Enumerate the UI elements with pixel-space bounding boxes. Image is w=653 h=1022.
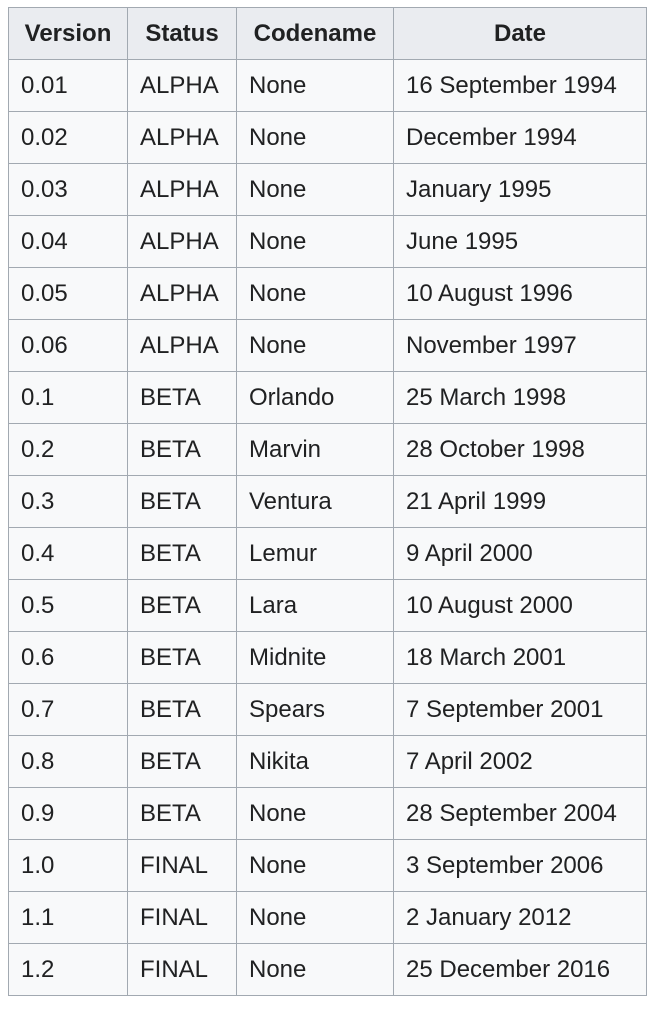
version-cell: 0.02 [8, 111, 128, 164]
codename-cell: None [236, 319, 394, 372]
table-row: 0.2 BETA Marvin 28 October 1998 [8, 423, 647, 476]
codename-cell: None [236, 891, 394, 944]
codename-cell: Lara [236, 579, 394, 632]
status-cell: ALPHA [127, 111, 237, 164]
date-cell: 7 September 2001 [393, 683, 647, 736]
codename-cell: Ventura [236, 475, 394, 528]
date-cell: June 1995 [393, 215, 647, 268]
status-cell: BETA [127, 527, 237, 580]
status-cell: BETA [127, 683, 237, 736]
status-cell: ALPHA [127, 163, 237, 216]
codename-cell: None [236, 943, 394, 996]
version-cell: 0.9 [8, 787, 128, 840]
codename-cell: Midnite [236, 631, 394, 684]
date-cell: 21 April 1999 [393, 475, 647, 528]
version-cell: 0.05 [8, 267, 128, 320]
table-container: Version Status Codename Date 0.01 ALPHA No… [8, 7, 647, 996]
status-cell: BETA [127, 423, 237, 476]
date-cell: January 1995 [393, 163, 647, 216]
status-cell: BETA [127, 631, 237, 684]
version-cell: 0.8 [8, 735, 128, 788]
table-row: 0.9 BETA None 28 September 2004 [8, 787, 647, 840]
table-row: 1.2 FINAL None 25 December 2016 [8, 943, 647, 996]
table-row: 0.1 BETA Orlando 25 March 1998 [8, 371, 647, 424]
status-cell: BETA [127, 371, 237, 424]
header-codename: Codename [236, 7, 394, 60]
status-cell: BETA [127, 579, 237, 632]
date-cell: 18 March 2001 [393, 631, 647, 684]
status-cell: ALPHA [127, 267, 237, 320]
date-cell: 3 September 2006 [393, 839, 647, 892]
version-cell: 0.01 [8, 59, 128, 112]
version-cell: 1.1 [8, 891, 128, 944]
header-date: Date [393, 7, 647, 60]
version-cell: 0.03 [8, 163, 128, 216]
version-cell: 0.2 [8, 423, 128, 476]
table-row: 0.4 BETA Lemur 9 April 2000 [8, 527, 647, 580]
codename-cell: Orlando [236, 371, 394, 424]
status-cell: ALPHA [127, 215, 237, 268]
status-cell: BETA [127, 475, 237, 528]
date-cell: 25 March 1998 [393, 371, 647, 424]
header-version: Version [8, 7, 128, 60]
table-row: 0.06 ALPHA None November 1997 [8, 319, 647, 372]
codename-cell: None [236, 787, 394, 840]
table-row: 1.0 FINAL None 3 September 2006 [8, 839, 647, 892]
date-cell: 25 December 2016 [393, 943, 647, 996]
date-cell: 28 October 1998 [393, 423, 647, 476]
version-cell: 0.06 [8, 319, 128, 372]
table-row: 0.8 BETA Nikita 7 April 2002 [8, 735, 647, 788]
table-row: 0.3 BETA Ventura 21 April 1999 [8, 475, 647, 528]
table-row: 0.05 ALPHA None 10 August 1996 [8, 267, 647, 320]
version-cell: 1.0 [8, 839, 128, 892]
table-row: 0.02 ALPHA None December 1994 [8, 111, 647, 164]
codename-cell: Spears [236, 683, 394, 736]
date-cell: 9 April 2000 [393, 527, 647, 580]
table-row: 0.6 BETA Midnite 18 March 2001 [8, 631, 647, 684]
header-status: Status [127, 7, 237, 60]
table-row: 0.04 ALPHA None June 1995 [8, 215, 647, 268]
version-cell: 0.3 [8, 475, 128, 528]
codename-cell: None [236, 59, 394, 112]
date-cell: 10 August 1996 [393, 267, 647, 320]
version-cell: 0.4 [8, 527, 128, 580]
version-cell: 1.2 [8, 943, 128, 996]
date-cell: 28 September 2004 [393, 787, 647, 840]
status-cell: ALPHA [127, 59, 237, 112]
codename-cell: None [236, 215, 394, 268]
status-cell: FINAL [127, 891, 237, 944]
version-cell: 0.6 [8, 631, 128, 684]
status-cell: FINAL [127, 839, 237, 892]
table-row: 0.5 BETA Lara 10 August 2000 [8, 579, 647, 632]
status-cell: BETA [127, 787, 237, 840]
status-cell: ALPHA [127, 319, 237, 372]
version-cell: 0.5 [8, 579, 128, 632]
codename-cell: None [236, 839, 394, 892]
version-cell: 0.1 [8, 371, 128, 424]
version-history-table: Version Status Codename Date 0.01 ALPHA No… [8, 7, 647, 996]
date-cell: 10 August 2000 [393, 579, 647, 632]
status-cell: BETA [127, 735, 237, 788]
date-cell: November 1997 [393, 319, 647, 372]
table-body: 0.01 ALPHA None 16 September 1994 0.02 ALPHA N… [8, 59, 647, 996]
date-cell: December 1994 [393, 111, 647, 164]
codename-cell: Marvin [236, 423, 394, 476]
codename-cell: None [236, 163, 394, 216]
codename-cell: Lemur [236, 527, 394, 580]
date-cell: 2 January 2012 [393, 891, 647, 944]
version-cell: 0.7 [8, 683, 128, 736]
table-row: 0.01 ALPHA None 16 September 1994 [8, 59, 647, 112]
table-row: 1.1 FINAL None 2 January 2012 [8, 891, 647, 944]
date-cell: 16 September 1994 [393, 59, 647, 112]
codename-cell: Nikita [236, 735, 394, 788]
header-row: Version Status Codename Date [8, 7, 647, 60]
table-row: 0.03 ALPHA None January 1995 [8, 163, 647, 216]
status-cell: FINAL [127, 943, 237, 996]
codename-cell: None [236, 267, 394, 320]
table-row: 0.7 BETA Spears 7 September 2001 [8, 683, 647, 736]
version-cell: 0.04 [8, 215, 128, 268]
date-cell: 7 April 2002 [393, 735, 647, 788]
codename-cell: None [236, 111, 394, 164]
